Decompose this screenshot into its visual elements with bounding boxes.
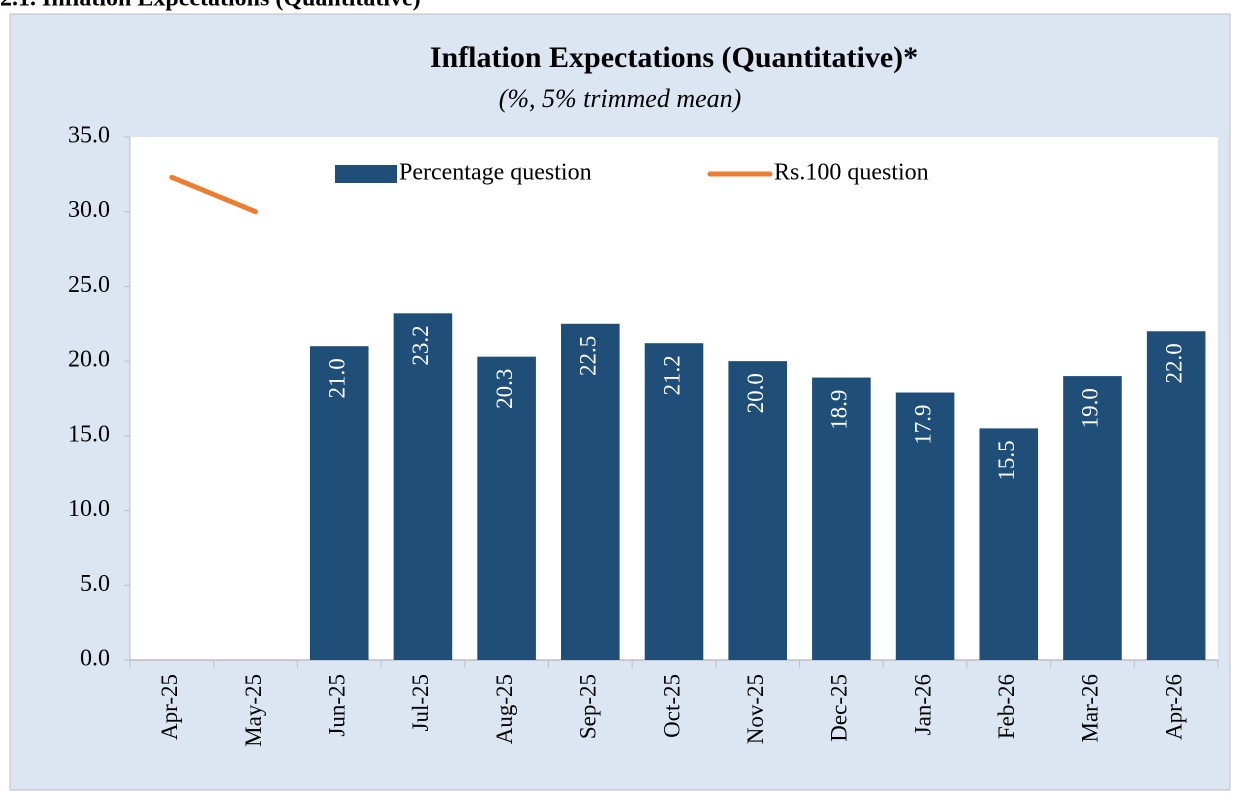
- x-tick-label: May-25: [241, 674, 266, 747]
- legend-label: Rs.100 question: [774, 160, 929, 186]
- chart-subtitle: (%, 5% trimmed mean): [499, 84, 742, 113]
- x-tick-label: Aug-25: [492, 674, 517, 744]
- data-label: 21.2: [659, 355, 684, 395]
- data-label: 22.5: [576, 336, 601, 376]
- data-label: 23.2: [408, 325, 433, 365]
- bar: [728, 361, 787, 660]
- data-label: 22.0: [1161, 343, 1186, 383]
- legend-swatch: [335, 165, 397, 183]
- y-tick-label: 20.0: [68, 347, 110, 373]
- bar: [895, 392, 955, 660]
- x-tick-label: Dec-25: [827, 674, 852, 742]
- data-label: 20.3: [492, 369, 517, 409]
- x-tick-label: Mar-26: [1078, 674, 1103, 743]
- y-tick-label: 30.0: [68, 197, 110, 223]
- bar: [561, 323, 620, 660]
- data-label: 15.5: [994, 440, 1019, 480]
- bar: [393, 313, 453, 660]
- data-label: 18.9: [827, 390, 852, 430]
- y-tick-label: 5.0: [80, 571, 110, 597]
- y-tick-label: 10.0: [68, 496, 110, 522]
- bar: [477, 356, 536, 660]
- data-label: 21.0: [325, 358, 350, 398]
- x-tick-label: Apr-25: [157, 674, 182, 740]
- x-tick-label: Nov-25: [743, 674, 768, 744]
- section-heading: 2.1. Inflation Expectations (Quantitativ…: [0, 0, 421, 12]
- y-tick-label: 25.0: [68, 272, 110, 298]
- bar: [1146, 331, 1206, 660]
- data-label: 19.0: [1078, 388, 1103, 428]
- legend-label: Percentage question: [399, 160, 592, 186]
- bar: [812, 377, 871, 660]
- y-tick-label: 0.0: [80, 646, 110, 672]
- x-tick-label: Jan-26: [910, 674, 935, 735]
- line: [169, 174, 259, 215]
- x-tick-label: Sep-25: [576, 674, 601, 739]
- data-label: 20.0: [743, 373, 768, 413]
- y-tick-label: 35.0: [68, 123, 110, 149]
- x-tick-label: Jun-25: [325, 674, 350, 737]
- x-tick-label: Feb-26: [994, 674, 1019, 739]
- y-tick-label: 15.0: [68, 421, 110, 447]
- bar: [1063, 376, 1122, 660]
- x-tick-label: Apr-26: [1161, 674, 1186, 740]
- data-label: 17.9: [910, 405, 935, 445]
- chart-title: Inflation Expectations (Quantitative)*: [430, 41, 918, 74]
- x-tick-label: Oct-25: [659, 674, 684, 738]
- bar: [309, 346, 369, 660]
- x-tick-label: Jul-25: [408, 674, 433, 732]
- bar: [644, 343, 704, 660]
- bar: [979, 428, 1039, 660]
